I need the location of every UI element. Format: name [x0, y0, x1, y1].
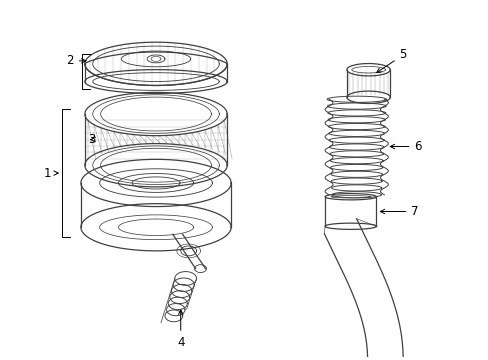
Text: 1: 1 [43, 167, 58, 180]
Text: 7: 7 [380, 205, 418, 218]
Text: 3: 3 [88, 133, 95, 146]
Text: 5: 5 [376, 49, 406, 72]
Text: 6: 6 [389, 140, 421, 153]
Text: 4: 4 [177, 310, 184, 349]
Text: 2: 2 [66, 54, 86, 67]
